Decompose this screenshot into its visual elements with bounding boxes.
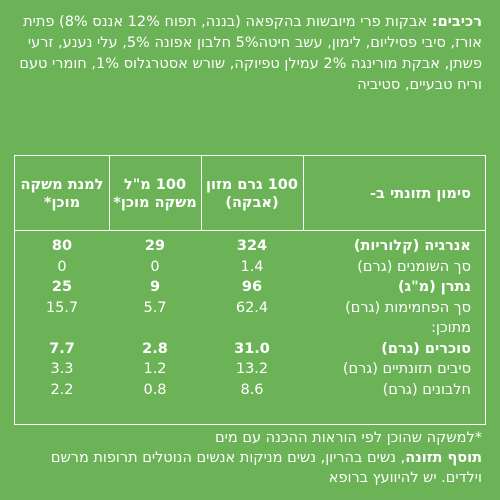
value-per-100g-powder: 62.4 <box>235 299 269 316</box>
value-per-100ml-drink: 1.2 <box>143 361 167 377</box>
value-per-serving: 25 <box>51 279 73 295</box>
value-per-100g-powder: 324 <box>236 238 268 254</box>
value-per-serving: 7.7 <box>49 340 75 357</box>
nutrient-name: חלבונים (גרם) <box>382 381 471 398</box>
supplement-label: תוסף תזונה <box>405 450 482 466</box>
prepared-drink-note: *למשקה שהוכן לפי הוראות ההכנה עם מים <box>215 430 482 446</box>
table-row: סוכרים (גרם) 31.0 2.8 7.7 <box>15 339 485 359</box>
table-row: סיבים תזונתיים (גרם) 13.2 1.2 3.3 <box>15 359 485 379</box>
value-per-100g-powder: 8.6 <box>240 381 264 398</box>
header-divider <box>201 156 202 231</box>
ingredients-label: רכיבים: <box>431 14 482 30</box>
table-row: נתרן (מ"ג) 96 9 25 <box>15 277 485 297</box>
nutrient-name: מתוכן: <box>431 320 471 336</box>
header-nutrition: סימון תזונתי ב- <box>370 185 471 202</box>
header-per-100ml-drink: 100 מ"ל משקה מוכן* <box>113 176 197 211</box>
nutrient-name: סך השומנים (גרם) <box>357 258 471 275</box>
value-per-100ml-drink: 0 <box>150 258 160 275</box>
ingredients-paragraph: רכיבים: אבקות פרי מיובשות בהקפאה (בננה, … <box>16 12 482 96</box>
header-per-100g-powder: 100 גרם מזון (אבקה) <box>206 176 298 211</box>
value-per-serving: 3.3 <box>50 361 74 377</box>
supplement-warning: תוסף תזונה, נשים בהריון, נשים מניקות אנש… <box>16 448 482 488</box>
value-per-serving: 80 <box>51 238 73 254</box>
value-per-100ml-drink: 0.8 <box>143 381 167 398</box>
header-divider <box>303 156 304 231</box>
value-per-serving: 15.7 <box>45 299 79 316</box>
nutrient-name: נתרן (מ"ג) <box>397 279 471 295</box>
footer: *למשקה שהוכן לפי הוראות ההכנה עם מים תוס… <box>16 428 482 488</box>
nutrient-name: אנרגיה (קלוריות) <box>353 238 471 254</box>
table-row: חלבונים (גרם) 8.6 0.8 2.2 <box>15 380 485 400</box>
header-divider <box>109 156 110 231</box>
value-per-100g-powder: 1.4 <box>240 258 264 275</box>
nutrition-table: סימון תזונתי ב- 100 גרם מזון (אבקה) 100 … <box>14 155 486 425</box>
table-row: אנרגיה (קלוריות) 324 29 80 <box>15 236 485 256</box>
value-per-100ml-drink: 5.7 <box>143 299 167 316</box>
nutrient-name: סיבים תזונתיים (גרם) <box>342 361 471 377</box>
value-per-serving: 2.2 <box>50 381 74 398</box>
header-per-serving: למנת משקה מוכן* <box>20 176 104 211</box>
value-per-100g-powder: 31.0 <box>234 340 270 357</box>
table-row: סך הפחמימות (גרם) 62.4 5.7 15.7 <box>15 298 485 318</box>
value-per-serving <box>15 318 109 338</box>
supplement-text: , נשים בהריון, נשים מניקות אנשים הנוטלים… <box>50 450 482 486</box>
ingredients-text: אבקות פרי מיובשות בהקפאה (בננה, תפוח 12%… <box>19 14 482 93</box>
value-per-100ml-drink <box>109 318 201 338</box>
value-per-100g-powder: 96 <box>241 279 263 295</box>
value-per-100ml-drink: 2.8 <box>142 340 168 357</box>
value-per-serving: 0 <box>57 258 67 275</box>
value-per-100ml-drink: 29 <box>144 238 166 254</box>
table-row: סך השומנים (גרם) 1.4 0 0 <box>15 257 485 277</box>
nutrition-table-header: סימון תזונתי ב- 100 גרם מזון (אבקה) 100 … <box>15 156 485 231</box>
nutrient-name: סוכרים (גרם) <box>381 340 471 357</box>
value-per-100ml-drink: 9 <box>149 279 161 295</box>
value-per-100g-powder: 13.2 <box>235 361 269 377</box>
nutrient-name: סך הפחמימות (גרם) <box>345 299 471 316</box>
value-per-100g-powder <box>201 318 303 338</box>
table-row: מתוכן: <box>15 318 485 338</box>
